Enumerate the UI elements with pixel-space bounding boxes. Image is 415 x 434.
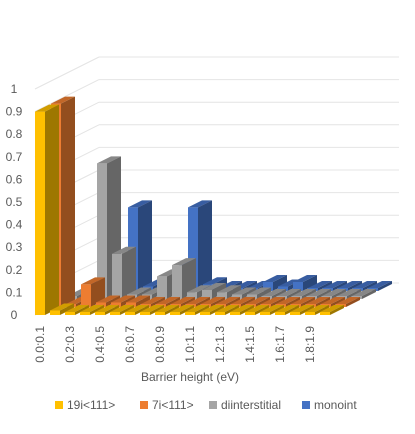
gridline-side	[34, 79, 100, 113]
bar	[230, 305, 254, 315]
bar	[170, 305, 194, 315]
y-tick-label: 0.5	[6, 195, 23, 209]
x-tick-label: 1.0:1.1	[183, 326, 197, 363]
gridlines	[34, 56, 399, 316]
bar	[112, 246, 136, 299]
legend-swatch	[55, 401, 63, 409]
y-tick-label: 0	[11, 308, 18, 322]
x-tick-label: 0.2:0.3	[63, 326, 77, 363]
bar	[290, 305, 314, 315]
x-tick-label: 1.4:1.5	[243, 326, 257, 363]
x-axis-ticks: 0.0:0.1 0.2:0.3 0.4:0.5 0.6:0.7 0.8:0.9 1.0:1…	[33, 326, 317, 363]
legend: 19i<111> 7i<111> diinterstitial monoint	[55, 398, 357, 412]
y-tick-label: 1	[11, 82, 18, 96]
bar	[35, 104, 59, 315]
bar	[200, 305, 224, 315]
bar	[140, 305, 164, 315]
bar	[80, 305, 104, 315]
bar	[125, 305, 149, 315]
bar	[111, 295, 135, 307]
bar	[217, 285, 241, 299]
bars-layer	[35, 96, 392, 315]
y-tick-label: 0.9	[6, 105, 23, 119]
y-tick-label: 0.7	[6, 150, 23, 164]
bar	[247, 287, 271, 299]
bar	[263, 274, 287, 291]
legend-swatch	[209, 401, 217, 409]
x-tick-label: 1.2:1.3	[213, 326, 227, 363]
legend-label: 7i<111>	[152, 398, 194, 412]
bar	[50, 303, 74, 315]
x-axis-title: Barrier height (eV)	[141, 370, 239, 384]
x-tick-label: 0.0:0.1	[33, 326, 47, 363]
bar	[185, 305, 209, 315]
bar	[275, 305, 299, 315]
legend-swatch	[302, 401, 310, 409]
bar	[232, 287, 256, 299]
bar	[65, 305, 89, 315]
legend-item: monoint	[302, 398, 357, 412]
y-axis-ticks: 0 0.1 0.2 0.3 0.4 0.5 0.6 0.7 0.8 0.9 1	[6, 82, 23, 322]
bar	[320, 305, 344, 315]
x-tick-label: 0.4:0.5	[93, 326, 107, 363]
x-tick-label: 1.8:1.9	[303, 326, 317, 363]
y-tick-label: 0.1	[6, 285, 23, 299]
bar	[155, 305, 179, 315]
bar	[95, 305, 119, 315]
bar	[96, 295, 120, 307]
bar	[293, 274, 317, 291]
bar	[202, 282, 226, 299]
legend-swatch	[140, 401, 148, 409]
legend-label: monoint	[314, 398, 357, 412]
legend-label: 19i<111>	[67, 398, 115, 412]
y-tick-label: 0.8	[6, 127, 23, 141]
legend-item: 19i<111>	[55, 398, 115, 412]
legend-item: 7i<111>	[140, 398, 194, 412]
legend-label: diinterstitial	[221, 398, 281, 412]
bar	[245, 305, 269, 315]
bar	[305, 305, 329, 315]
bar	[172, 258, 196, 299]
y-tick-label: 0.6	[6, 172, 23, 186]
x-tick-label: 0.6:0.7	[123, 326, 137, 363]
legend-item: diinterstitial	[209, 398, 281, 412]
bar	[110, 305, 134, 315]
bar	[188, 200, 212, 291]
x-tick-label: 0.8:0.9	[153, 326, 167, 363]
x-tick-label: 1.6:1.7	[273, 326, 287, 363]
bar	[81, 277, 105, 307]
series-19i-111-	[35, 104, 344, 315]
bar	[260, 305, 284, 315]
bar	[215, 305, 239, 315]
y-tick-label: 0.3	[6, 240, 23, 254]
y-tick-label: 0.2	[6, 263, 23, 277]
bar	[126, 295, 150, 307]
gridline-side	[34, 56, 100, 90]
y-tick-label: 0.4	[6, 218, 23, 232]
